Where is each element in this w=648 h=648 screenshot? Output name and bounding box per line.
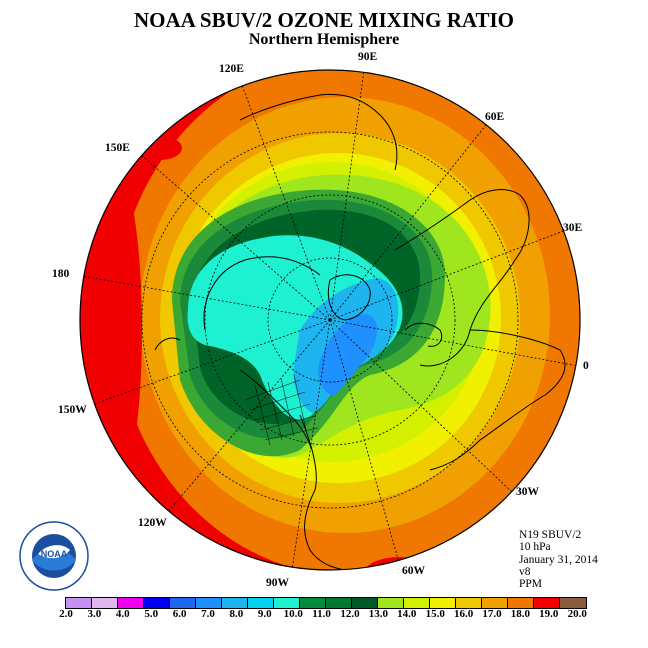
- colorbar-segment: [404, 598, 430, 608]
- colorbar-tick-label: 6.0: [172, 608, 187, 620]
- colorbar-ticks: 2.0 3.0 4.0 5.0 6.0 7.0 8.0 9.0 10.0 11.0 12.0 13.0…: [55, 608, 615, 622]
- usa-grid: [244, 374, 319, 446]
- colorbar-tick-label: 20.0: [567, 608, 587, 620]
- info-instrument: N19 SBUV/2: [519, 529, 582, 541]
- colorbar: [65, 597, 587, 609]
- lon-label-60e: 60E: [485, 111, 505, 123]
- lon-label-120w: 120W: [138, 517, 167, 529]
- colorbar-tick-label: 2.0: [59, 608, 73, 620]
- lon-label-0: 0: [583, 360, 589, 372]
- ozone-contour-fill: [80, 70, 580, 570]
- band-blue: [318, 314, 378, 395]
- colorbar-tick-label: 7.0: [201, 608, 215, 620]
- lon-label-90e: 90E: [358, 51, 378, 63]
- info-date: January 31, 2014: [519, 553, 598, 566]
- colorbar-segment: [534, 598, 560, 608]
- colorbar-segment: [196, 598, 222, 608]
- map-boundary: [79, 69, 581, 571]
- lon-label-30e: 30E: [563, 222, 583, 234]
- lon-label-150w: 150W: [58, 404, 87, 416]
- colorbar-segment: [560, 598, 586, 608]
- lon-label-30w: 30W: [516, 486, 539, 498]
- colorbar-segment: [456, 598, 482, 608]
- info-level: 10 hPa: [519, 541, 551, 554]
- colorbar-segment: [118, 598, 144, 608]
- colorbar-tick-label: 13.0: [368, 608, 389, 620]
- colorbar-segment: [222, 598, 248, 608]
- colorbar-tick-label: 3.0: [87, 608, 102, 620]
- colorbar-segment: [170, 598, 196, 608]
- chart-title: NOAA SBUV/2 OZONE MIXING RATIO: [134, 8, 514, 32]
- info-version: v8: [519, 565, 531, 578]
- coastlines: [154, 93, 566, 570]
- colorbar-segment: [92, 598, 118, 608]
- colorbar-segment: [352, 598, 378, 608]
- colorbar-tick-label: 17.0: [482, 608, 502, 620]
- lon-label-60w: 60W: [402, 565, 425, 577]
- colorbar-segment: [508, 598, 534, 608]
- band-red-topleft: [138, 136, 182, 160]
- colorbar-tick-label: 14.0: [397, 608, 417, 620]
- colorbar-segment: [326, 598, 352, 608]
- info-block: N19 SBUV/2 10 hPa January 31, 2014 v8 PP…: [519, 529, 598, 590]
- colorbar-tick-label: 9.0: [257, 608, 272, 620]
- colorbar-tick-label: 8.0: [229, 608, 244, 620]
- colorbar-segment: [274, 598, 300, 608]
- lon-label-180: 180: [52, 268, 70, 280]
- colorbar-segment: [482, 598, 508, 608]
- colorbar-tick-label: 18.0: [510, 608, 531, 620]
- colorbar-tick-label: 5.0: [144, 608, 159, 620]
- colorbar-segment: [66, 598, 92, 608]
- logo-text: NOAA: [41, 549, 68, 559]
- lon-label-90w: 90W: [266, 577, 289, 589]
- band-red-left: [82, 160, 142, 500]
- colorbar-tick-label: 15.0: [425, 608, 445, 620]
- colorbar-segment: [378, 598, 404, 608]
- colorbar-tick-label: 16.0: [453, 608, 474, 620]
- lon-label-120e: 120E: [219, 63, 244, 75]
- colorbar-tick-label: 10.0: [283, 608, 303, 620]
- colorbar-segment: [144, 598, 170, 608]
- colorbar-tick-label: 11.0: [312, 608, 331, 620]
- noaa-logo: NOAA: [19, 521, 89, 591]
- colorbar-segment: [430, 598, 456, 608]
- band-cyan: [187, 235, 403, 420]
- chart-subtitle: Northern Hemisphere: [248, 31, 400, 48]
- colorbar-tick-label: 4.0: [115, 608, 130, 620]
- colorbar-tick-label: 12.0: [340, 608, 360, 620]
- graticule: [81, 70, 579, 570]
- colorbar-tick-label: 19.0: [539, 608, 559, 620]
- lon-label-150e: 150E: [105, 142, 130, 154]
- colorbar-segment: [300, 598, 326, 608]
- colorbar-segment: [248, 598, 274, 608]
- info-units: PPM: [519, 578, 543, 591]
